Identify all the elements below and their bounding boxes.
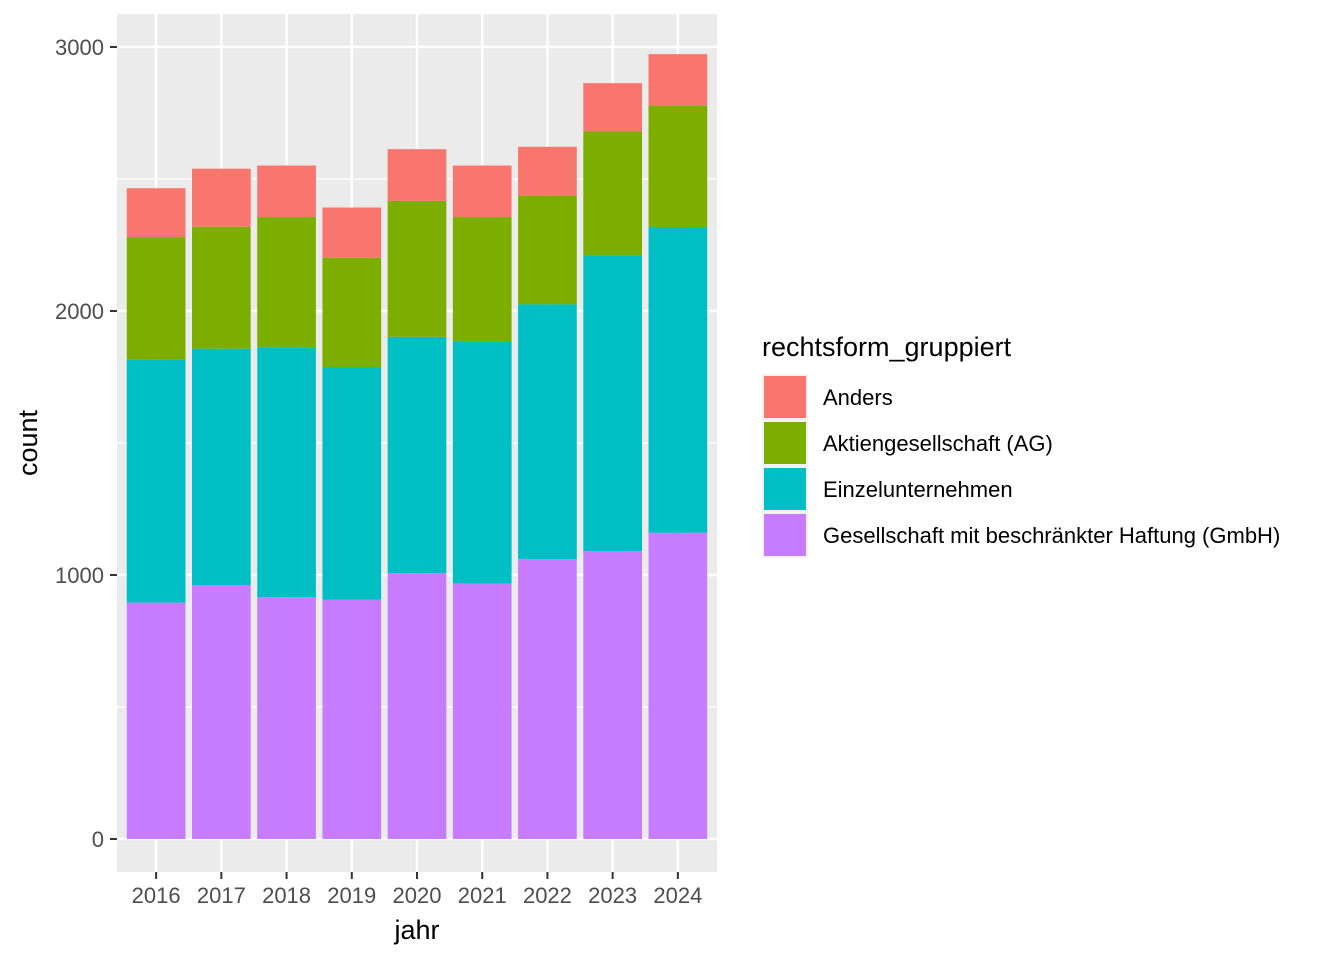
legend-swatch [764,422,806,464]
bar-segment [126,237,186,360]
x-tick-label: 2018 [262,883,311,908]
bar-segment [583,83,642,132]
bar-segment [583,131,642,256]
bar-segment [648,105,708,228]
bar-segment [126,359,186,603]
bar-segment [583,255,642,552]
bar-segment [648,54,708,106]
x-tick-label: 2019 [327,883,376,908]
x-tick-label: 2024 [653,883,702,908]
bar-segment [452,583,512,839]
bar-segment [387,336,447,574]
x-tick-label: 2016 [132,883,181,908]
legend: rechtsform_gruppiert Anders Aktiengesells… [762,332,1280,558]
bar-segment [648,532,708,839]
legend-label: Gesellschaft mit beschränkter Haftung (G… [823,523,1280,548]
bar-segment [257,165,316,218]
bar-segment [192,585,251,839]
y-tick-label: 1000 [55,563,104,588]
bar-segment [322,257,382,368]
legend-swatch [764,376,806,418]
y-axis-title: count [13,409,43,476]
legend-label: Einzelunternehmen [823,477,1013,502]
legend-label: Aktiengesellschaft (AG) [823,431,1053,456]
bar-segment [192,168,251,227]
x-axis-title: jahr [393,915,439,945]
bars [126,54,708,839]
bar-segment [387,573,447,839]
y-tick-label: 0 [92,827,104,852]
bar-segment [648,227,708,533]
y-tick-label: 3000 [55,35,104,60]
bar-segment [452,341,512,584]
legend-swatch [764,514,806,556]
bar-segment [583,551,642,839]
bar-segment [257,217,316,348]
bar-segment [257,597,316,839]
bar-segment [518,195,577,305]
legend-title: rechtsform_gruppiert [762,332,1012,362]
bar-segment [452,165,512,218]
x-tick-label: 2017 [197,883,246,908]
y-tick-label: 2000 [55,299,104,324]
bar-segment [387,149,447,201]
legend-label: Anders [823,385,893,410]
bar-segment [518,559,577,839]
x-tick-label: 2021 [458,883,507,908]
bar-segment [387,200,447,337]
bar-segment [322,367,382,600]
x-tick-label: 2020 [393,883,442,908]
bar-segment [192,348,251,586]
bar-segment [518,304,577,560]
x-tick-label: 2023 [588,883,637,908]
x-tick-label: 2022 [523,883,572,908]
bar-segment [322,207,382,258]
x-axis: 2016 2017 2018 2019 2020 2021 2022 2023 2024 [132,872,702,908]
bar-segment [126,188,186,238]
bar-segment [322,599,382,839]
bar-segment [518,146,577,196]
bar-segment [257,347,316,598]
y-axis: 0 1000 2000 3000 [55,35,117,852]
bar-segment [126,602,186,839]
bar-segment [452,217,512,342]
legend-swatch [764,468,806,510]
bar-segment [192,226,251,349]
